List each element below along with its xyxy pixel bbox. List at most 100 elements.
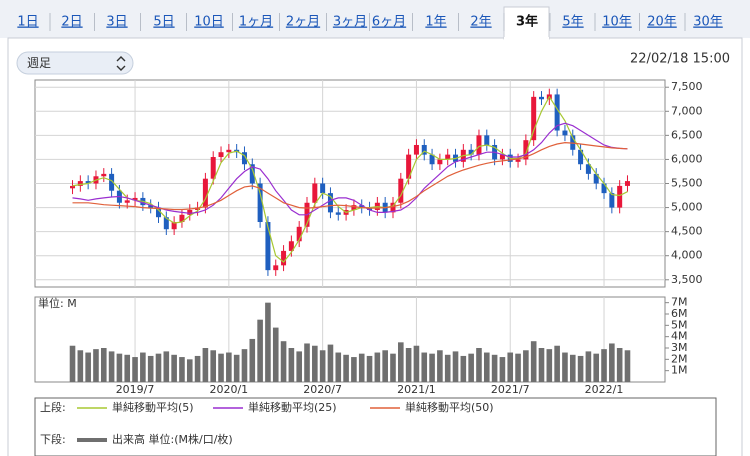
candle-body [554,94,560,131]
y-tick-label: 7,500 [671,80,703,93]
candle-body [296,226,302,242]
candle-body [327,193,333,213]
volume-bar [374,352,381,382]
volume-bar [476,348,482,382]
candle-body [101,173,107,177]
candle-body [351,205,357,210]
candle-body [132,197,138,201]
legend-label: 単純移動平均(50) [405,400,494,414]
volume-bar [624,350,631,382]
x-tick-label: 2019/7 [116,383,155,396]
period-tab[interactable]: 5日 [153,15,174,30]
candle-body [155,207,161,218]
x-tick-label: 2021/1 [397,383,436,396]
volume-bar [429,353,435,382]
period-tab[interactable]: 1ヶ月 [239,15,273,30]
volume-bar [202,348,209,382]
volume-bar [444,354,451,382]
y-tick-label: 4M [671,330,688,343]
volume-bar [155,353,162,382]
selected-tab-join [504,37,549,40]
y-tick-label: 6,000 [671,152,703,165]
period-select[interactable]: 週足 [27,56,51,70]
volume-bar [499,357,506,382]
volume-bar [312,345,318,382]
candle-body [609,193,615,208]
volume-bar [226,352,232,382]
dropdown-arrow [116,56,126,71]
period-tab[interactable]: 3年 [516,14,538,30]
volume-bar [585,351,592,382]
x-tick-label: 2022/1 [585,383,624,396]
y-tick-label: 6M [671,307,688,320]
volume-bar [304,343,310,382]
period-tab[interactable]: 5年 [562,15,583,30]
volume-bar [351,357,357,382]
period-tab[interactable]: 2ヶ月 [286,15,320,30]
volume-bar [358,353,365,382]
y-tick-label: 3,500 [671,273,703,286]
volume-bar [437,350,443,382]
candle-body [539,96,545,100]
volume-bar [249,338,256,382]
volume-bar [530,341,537,382]
candle-body [593,173,599,184]
period-tab[interactable]: 1日 [17,15,38,30]
volume-bar [319,350,326,382]
moving-average [72,95,628,263]
volume-bar [210,350,217,382]
candle-body [288,241,294,251]
candle-body [148,205,154,208]
period-tab[interactable]: 3ヶ月 [333,15,367,30]
volume-bar [132,357,138,382]
legend-heading: 上段: [40,400,66,414]
candle-body [585,164,591,174]
candle-body [163,217,169,230]
volume-bar [609,343,615,382]
period-tab[interactable]: 3日 [106,15,127,30]
period-tab[interactable]: 20年 [647,15,677,30]
period-tab[interactable]: 10日 [194,15,224,30]
candle-body [398,178,404,203]
candle-body [257,183,263,223]
period-tab[interactable]: 30年 [693,15,723,30]
candle-body [226,149,232,153]
volume-bar [452,351,459,382]
volume-bar [421,352,428,382]
candle-body [77,181,83,186]
candle-body [109,173,115,191]
candle-body [601,183,607,194]
legend-heading: 下段: [40,432,66,446]
volume-bar [194,355,201,382]
volume-bar [405,348,412,382]
period-tab[interactable]: 1年 [425,15,446,30]
candle-body [171,222,177,230]
volume-bar [398,342,404,382]
volume-bar [569,354,576,382]
candle-body [421,144,427,155]
volume-bar [468,353,474,382]
candle-body [468,149,474,155]
period-tab[interactable]: 2日 [61,15,82,30]
volume-bar [108,351,115,382]
volume-bar [343,354,349,382]
period-tab[interactable]: 10年 [602,15,632,30]
volume-bar [163,351,170,382]
volume-bar [77,350,84,382]
candle-body [241,152,247,165]
volume-unit: 単位: M [38,296,77,310]
legend-label: 単純移動平均(5) [112,400,194,414]
candle-body [531,96,537,141]
volume-bar [280,341,287,382]
period-tab[interactable]: 6ヶ月 [372,15,406,30]
period-dropdown[interactable] [16,51,134,75]
volume-bar [554,345,560,382]
volume-bar [85,352,91,382]
candle-body [359,205,365,208]
volume-bar [116,353,123,382]
period-tab[interactable]: 2年 [470,15,491,30]
volume-bar [233,354,240,382]
volume-bar [179,357,185,382]
candle-body [624,181,630,186]
